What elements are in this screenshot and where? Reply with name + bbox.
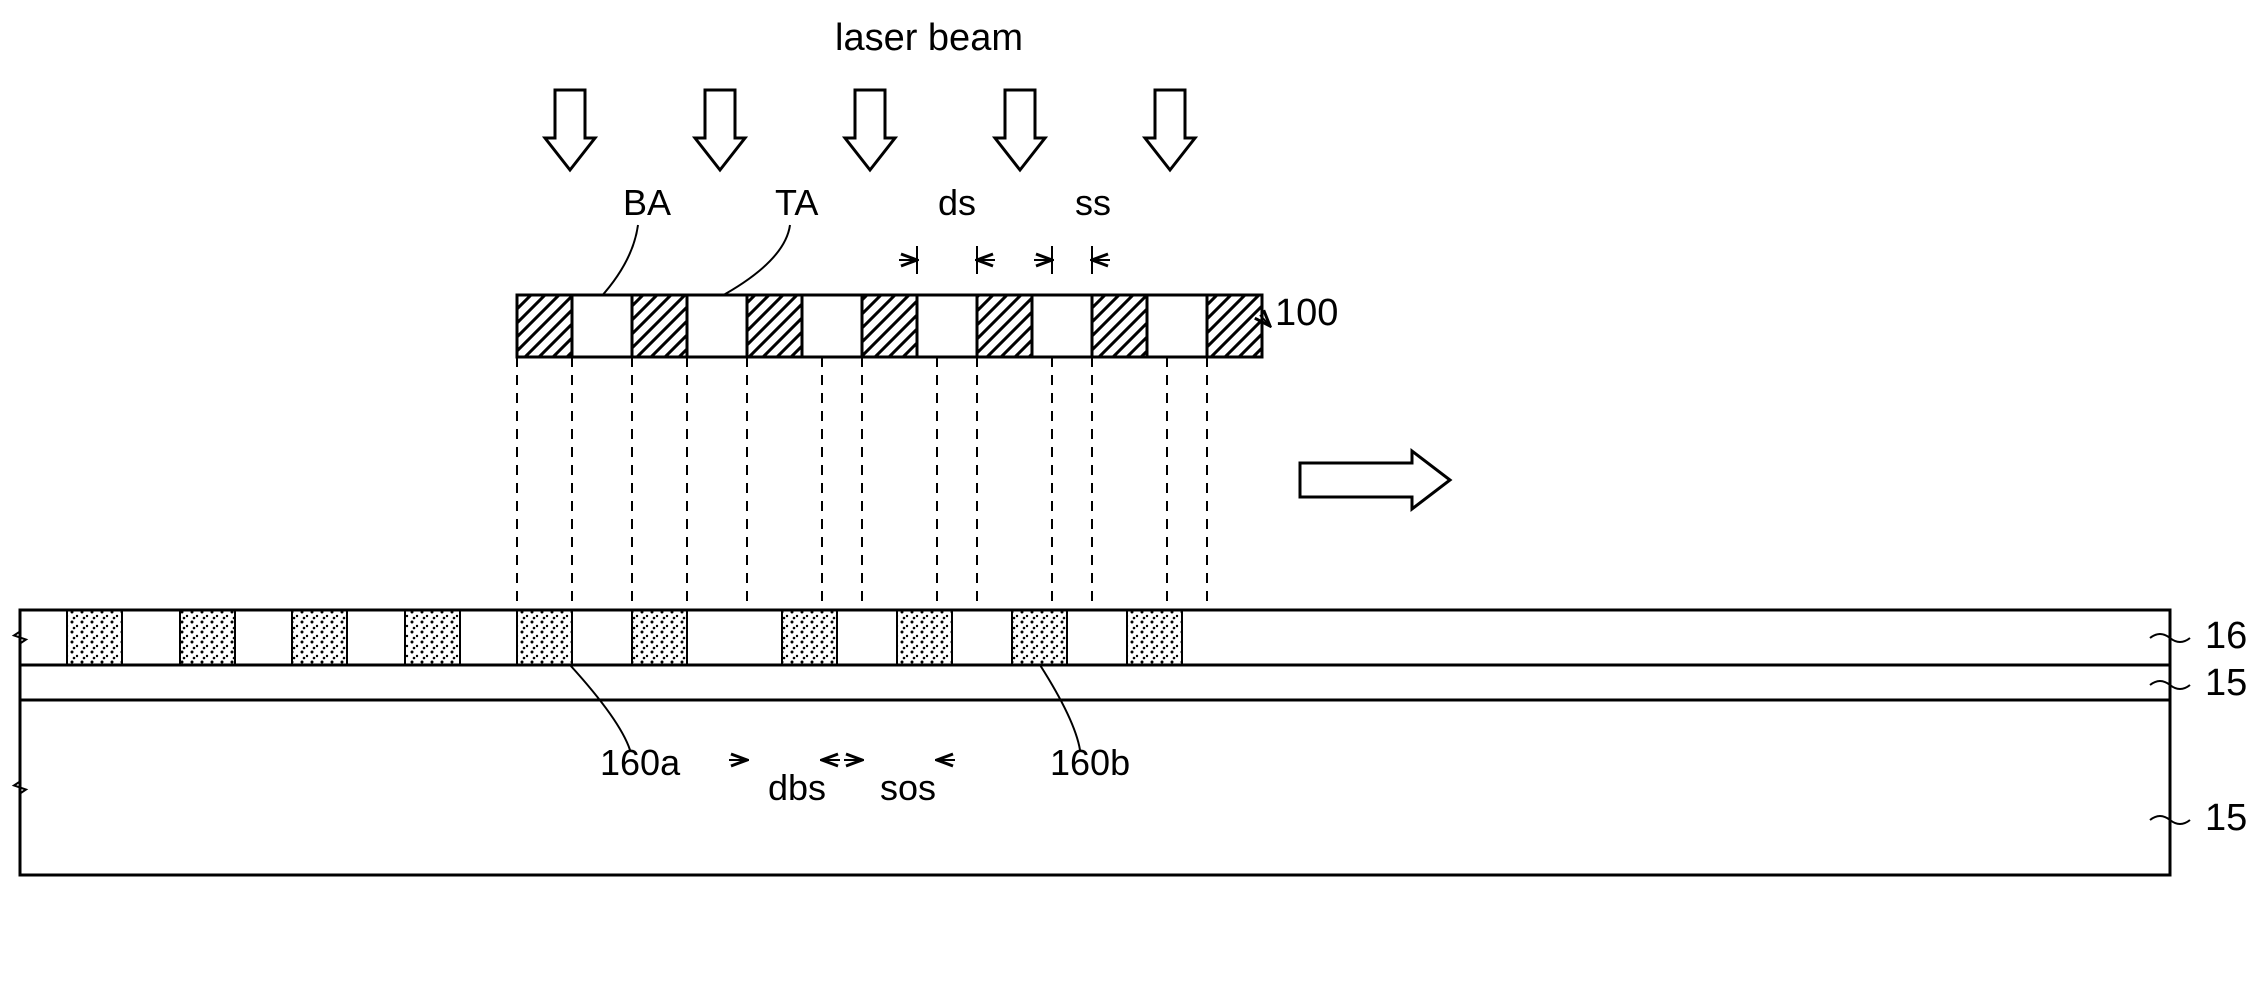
laser-arrow-3 — [995, 90, 1045, 170]
pattern-seg-0 — [67, 610, 122, 665]
mask-ta-0 — [572, 295, 632, 357]
mask-ta-3 — [917, 295, 977, 357]
pattern-seg-6 — [782, 610, 837, 665]
label-160a: 160a — [600, 742, 681, 783]
mask-ta-1 — [687, 295, 747, 357]
label-ds: ds — [938, 182, 976, 223]
mask-ba-5 — [1092, 295, 1147, 357]
mask-ba-2 — [747, 295, 802, 357]
mask-ta-2 — [802, 295, 862, 357]
mask-ba-1 — [632, 295, 687, 357]
callout-150: 150 — [2205, 797, 2247, 839]
scan-arrow — [1300, 451, 1450, 509]
callout-155: 155 — [2205, 662, 2247, 704]
laser-arrow-1 — [695, 90, 745, 170]
pattern-seg-9 — [1127, 610, 1182, 665]
laser-arrow-4 — [1145, 90, 1195, 170]
label-160b: 160b — [1050, 742, 1130, 783]
label-dbs: dbs — [768, 767, 826, 808]
pattern-seg-7 — [897, 610, 952, 665]
laser-arrow-2 — [845, 90, 895, 170]
pattern-seg-3 — [405, 610, 460, 665]
layer-150 — [20, 700, 2170, 875]
mask-ba-0 — [517, 295, 572, 357]
mask-ba-3 — [862, 295, 917, 357]
label-TA: TA — [775, 182, 818, 223]
laser-arrow-0 — [545, 90, 595, 170]
mask-ta-4 — [1032, 295, 1092, 357]
label-BA: BA — [623, 182, 671, 223]
diagram-canvas: laser beam BA TA ds ss 100 160 155 150 160a 160b db… — [0, 0, 2247, 988]
mask-ba-4 — [977, 295, 1032, 357]
label-sos: sos — [880, 767, 936, 808]
callout-160: 160 — [2205, 615, 2247, 657]
label-ss: ss — [1075, 182, 1111, 223]
pattern-seg-1 — [180, 610, 235, 665]
title-laser-beam: laser beam — [835, 17, 1023, 59]
mask-ba-end — [1207, 295, 1262, 357]
leader-ba — [600, 225, 638, 298]
pattern-seg-2 — [292, 610, 347, 665]
pattern-seg-5 — [632, 610, 687, 665]
pattern-seg-4 — [517, 610, 572, 665]
layer-155 — [20, 665, 2170, 700]
pattern-seg-8 — [1012, 610, 1067, 665]
callout-100: 100 — [1275, 292, 1338, 334]
leader-ta — [718, 225, 790, 298]
mask-ta-5 — [1147, 295, 1207, 357]
